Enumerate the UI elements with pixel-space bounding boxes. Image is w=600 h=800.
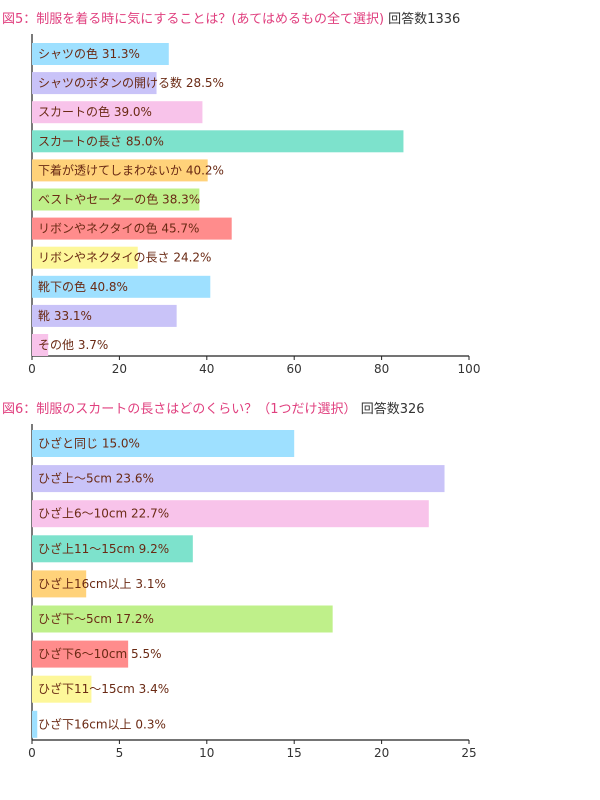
chart2-response-count: 回答数326 bbox=[360, 402, 425, 417]
bar-3 bbox=[32, 130, 404, 153]
bar-1 bbox=[32, 72, 157, 95]
bar-label-6: ひざ下6～10cm 5.5% bbox=[38, 646, 162, 661]
bar-label-2: スカートの色 39.0% bbox=[38, 105, 152, 119]
bar-8 bbox=[32, 275, 211, 298]
bar-8 bbox=[32, 710, 38, 738]
x-tick-label-3: 60 bbox=[287, 362, 302, 376]
chart1-response-count: 回答数1336 bbox=[388, 12, 461, 27]
bar-2 bbox=[32, 500, 429, 528]
bar-3 bbox=[32, 535, 193, 563]
bar-9 bbox=[32, 304, 177, 327]
bar-2 bbox=[32, 101, 203, 124]
bar-label-10: その他 3.7% bbox=[38, 338, 108, 352]
bar-4 bbox=[32, 570, 87, 598]
bar-5 bbox=[32, 188, 200, 211]
bar-label-6: リボンやネクタイの色 45.7% bbox=[38, 222, 199, 236]
bar-label-7: ひざ下11～15cm 3.4% bbox=[38, 681, 169, 696]
bar-label-9: 靴 33.1% bbox=[38, 309, 92, 323]
x-tick-label-3: 15 bbox=[287, 746, 302, 760]
bar-0 bbox=[32, 43, 169, 65]
bar-label-7: リボンやネクタイの長さ 24.2% bbox=[38, 251, 211, 265]
x-tick-label-2: 10 bbox=[199, 746, 214, 760]
x-tick-label-4: 80 bbox=[374, 362, 389, 376]
chart1-title-row: 図5：制服を着る時に気にすることは？(あてはめるもの全て選択) 回答数1336 bbox=[2, 8, 460, 27]
bar-label-8: ひざ下16cm以上 0.3% bbox=[38, 716, 166, 731]
x-tick-label-2: 40 bbox=[199, 362, 214, 376]
x-tick-label-0: 0 bbox=[28, 362, 36, 376]
bar-label-1: ひざ上～5cm 23.6% bbox=[38, 471, 154, 486]
chart2-title: 図6：制服のスカートの長さはどのくらい？（1つだけ選択） bbox=[2, 402, 357, 417]
bar-1 bbox=[32, 465, 445, 493]
bar-6 bbox=[32, 217, 232, 240]
bar-label-5: ひざ下～5cm 17.2% bbox=[38, 611, 154, 626]
bar-label-4: ひざ上16cm以上 3.1% bbox=[38, 576, 166, 591]
chart2-title-row: 図6：制服のスカートの長さはどのくらい？（1つだけ選択） 回答数326 bbox=[2, 398, 425, 417]
x-tick-label-1: 20 bbox=[112, 362, 127, 376]
bar-label-3: ひざ上11～15cm 9.2% bbox=[38, 541, 169, 556]
bar-label-1: シャツのボタンの開ける数 28.5% bbox=[38, 75, 224, 90]
bar-label-2: ひざ上6～10cm 22.7% bbox=[38, 506, 169, 521]
bar-0 bbox=[32, 430, 295, 457]
x-tick-label-1: 5 bbox=[116, 746, 124, 760]
x-tick-label-0: 0 bbox=[28, 746, 36, 760]
bar-4 bbox=[32, 159, 208, 182]
bar-label-8: 靴下の色 40.8% bbox=[38, 280, 128, 294]
bar-label-3: スカートの長さ 85.0% bbox=[38, 134, 164, 148]
chart1-title: 図5：制服を着る時に気にすることは？(あてはめるもの全て選択) bbox=[2, 12, 385, 27]
chart2-plot: ひざと同じ 15.0% ひざ上～5cm 23.6% ひざ上6～10cm 22.7% ひ… bbox=[28, 424, 477, 760]
bar-10 bbox=[32, 334, 49, 356]
x-tick-label-5: 100 bbox=[458, 362, 481, 376]
bar-label-4: 下着が透けてしまわないか 40.2% bbox=[38, 162, 224, 177]
x-tick-label-5: 25 bbox=[461, 746, 476, 760]
bar-label-0: ひざと同じ 15.0% bbox=[38, 436, 140, 451]
bar-label-0: シャツの色 31.3% bbox=[38, 47, 140, 61]
x-tick-label-4: 20 bbox=[374, 746, 389, 760]
bar-6 bbox=[32, 640, 129, 668]
bar-5 bbox=[32, 605, 333, 633]
bar-label-5: ベストやセーターの色 38.3% bbox=[38, 193, 200, 207]
bar-7 bbox=[32, 675, 92, 703]
bar-7 bbox=[32, 246, 138, 269]
chart1-plot: シャツの色 31.3% シャツのボタンの開ける数 28.5% スカートの色 39.0… bbox=[28, 34, 481, 376]
